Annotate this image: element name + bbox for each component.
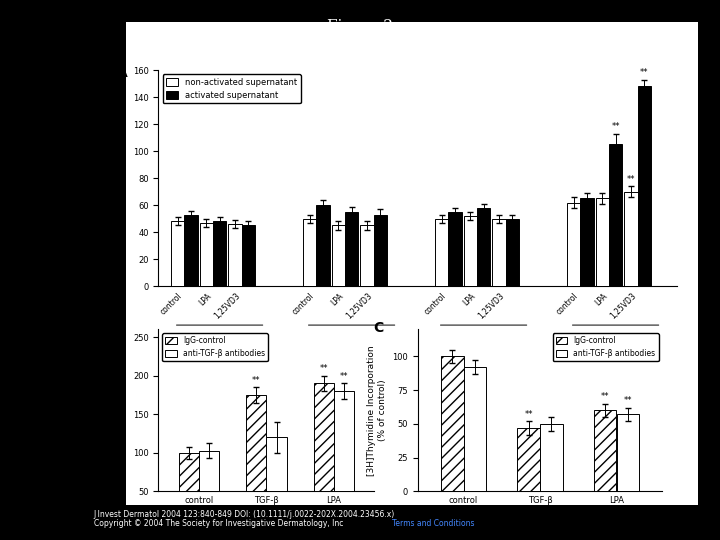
Bar bbox=[303, 219, 316, 286]
Bar bbox=[179, 453, 199, 530]
Legend: IgG-control, anti-TGF-β antibodies: IgG-control, anti-TGF-β antibodies bbox=[553, 333, 659, 361]
Bar bbox=[266, 437, 287, 530]
Text: C: C bbox=[374, 321, 384, 335]
Text: **: ** bbox=[611, 122, 620, 131]
Text: 60 min: 60 min bbox=[460, 338, 494, 348]
Bar bbox=[567, 202, 580, 286]
Text: J Invest Dermatol 2004 123:840-849 DOI: (10.1111/j.0022-202X.2004.23456.x): J Invest Dermatol 2004 123:840-849 DOI: … bbox=[94, 510, 395, 519]
Bar bbox=[331, 226, 345, 286]
Bar bbox=[213, 221, 226, 286]
Legend: IgG-control, anti-TGF-β antibodies: IgG-control, anti-TGF-β antibodies bbox=[162, 333, 268, 361]
Bar bbox=[477, 208, 490, 286]
Text: Figure 2: Figure 2 bbox=[327, 19, 393, 33]
Bar bbox=[609, 144, 622, 286]
Text: **: ** bbox=[524, 409, 533, 418]
Text: **: ** bbox=[252, 376, 261, 385]
Bar bbox=[464, 367, 487, 491]
Bar bbox=[580, 198, 593, 286]
Text: **: ** bbox=[640, 68, 649, 77]
Bar bbox=[505, 219, 519, 286]
Bar bbox=[334, 391, 354, 530]
Text: 24 h: 24 h bbox=[598, 338, 620, 348]
Legend: non-activated supernatant, activated supernatant: non-activated supernatant, activated sup… bbox=[163, 75, 300, 103]
Bar bbox=[517, 428, 540, 491]
Bar bbox=[464, 216, 477, 286]
Bar bbox=[199, 450, 219, 530]
Bar bbox=[360, 226, 374, 286]
Y-axis label: Migrated Cells (% of control): Migrated Cells (% of control) bbox=[117, 341, 127, 480]
Text: **: ** bbox=[600, 392, 609, 401]
Bar bbox=[374, 214, 387, 286]
Bar bbox=[246, 395, 266, 530]
Bar bbox=[616, 415, 639, 491]
Text: Copyright © 2004 The Society for Investigative Dermatology, Inc: Copyright © 2004 The Society for Investi… bbox=[94, 519, 346, 529]
Bar bbox=[595, 198, 609, 286]
Text: 30 min: 30 min bbox=[328, 338, 362, 348]
Bar bbox=[441, 356, 464, 491]
Bar bbox=[345, 212, 359, 286]
Bar bbox=[540, 424, 563, 491]
Bar bbox=[184, 214, 197, 286]
Bar bbox=[449, 212, 462, 286]
Bar bbox=[171, 221, 184, 286]
Text: **: ** bbox=[624, 396, 632, 405]
Text: ELSEVIER: ELSEVIER bbox=[35, 507, 73, 514]
Bar bbox=[624, 192, 638, 286]
Text: 15 min: 15 min bbox=[196, 338, 230, 348]
Bar bbox=[314, 383, 334, 530]
Bar bbox=[316, 205, 330, 286]
Bar bbox=[593, 410, 616, 491]
Y-axis label: [3H]Thymidine Incorporation
(% of control): [3H]Thymidine Incorporation (% of contro… bbox=[367, 345, 387, 476]
Bar bbox=[435, 219, 449, 286]
Text: **: ** bbox=[626, 174, 635, 184]
Text: **: ** bbox=[340, 372, 348, 381]
Bar bbox=[242, 226, 255, 286]
Text: A: A bbox=[117, 66, 127, 80]
Bar bbox=[492, 219, 505, 286]
Text: **: ** bbox=[320, 364, 328, 373]
Bar bbox=[199, 222, 213, 286]
Text: B: B bbox=[111, 321, 122, 335]
Bar bbox=[638, 86, 651, 286]
Y-axis label: TGF-β-Release (pg/ml): TGF-β-Release (pg/ml) bbox=[117, 124, 127, 233]
Text: Terms and Conditions: Terms and Conditions bbox=[392, 519, 475, 529]
Bar bbox=[228, 224, 242, 286]
